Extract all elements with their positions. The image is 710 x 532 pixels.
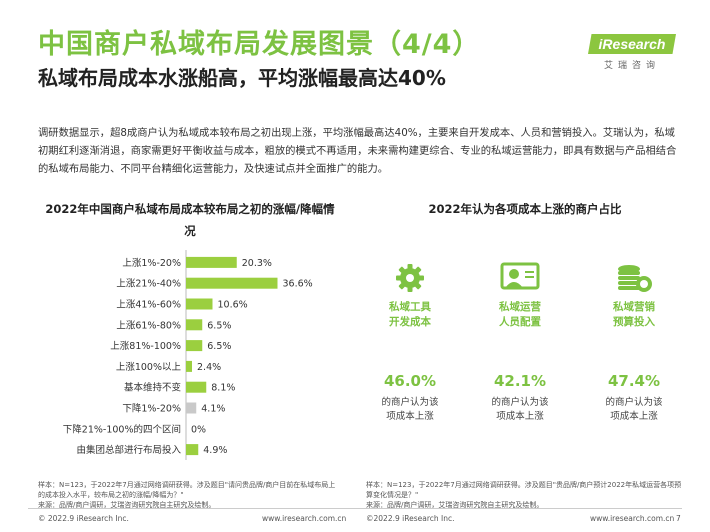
left-sample-note: 样本：N=123，于2022年7月通过网络调研获得。涉及题目"请问贵品牌/商户目… [38,481,336,509]
cost-item-label-2: 私域运营 人员配置 [499,301,541,328]
bar-value-label: 36.6% [283,279,313,290]
footer-url-right: www.iresearch.com.cn [590,514,675,523]
category-label: 下降1%-20% [122,403,181,415]
bar [186,319,203,331]
bar-value-label: 2.4% [197,362,221,373]
footer-copyright-right: ©2022.9 iResearch Inc. [366,514,455,523]
category-label: 上涨81%-100% [110,341,181,352]
cost-item-text-3: 的商户认为该 项成本上涨 [605,397,663,422]
category-label: 上涨21%-40% [116,279,181,290]
category-label: 上涨100%以上 [116,362,182,373]
operator-person-icon [498,262,542,306]
bar-value-label: 8.1% [211,383,235,394]
bar-value-label: 6.5% [207,320,231,331]
page-subtitle: 私域布局成本水涨船高，平均涨幅最高达40% [38,66,446,90]
cost-item-text-1: 的商户认为该 项成本上涨 [381,397,439,422]
category-label: 下降21%-100%的四个区间 [63,423,181,435]
cost-item-label-1: 私域工具 开发成本 [389,301,431,328]
bar [186,360,192,372]
category-label: 上涨41%-60% [116,300,181,311]
coins-stack-icon [612,262,656,306]
bar-value-label: 10.6% [218,300,248,311]
gear-icon [388,262,432,306]
category-label: 基本维持不变 [124,382,182,394]
bar-value-label: 4.1% [201,404,225,415]
footer-copyright-left: © 2022.9 iResearch Inc. [38,514,129,523]
cost-item-value-3: 47.4% [607,372,661,390]
bar-value-label: 0% [191,424,206,435]
category-label: 上涨61%-80% [116,320,181,331]
bar [186,298,213,310]
bar-value-label: 20.3% [242,258,272,269]
description-paragraph: 调研数据显示，超8成商户认为私域成本较布局之初出现上涨，平均涨幅最高达40%，主… [38,127,677,175]
cost-item-value-2: 42.1% [493,372,547,390]
bar [186,256,237,268]
bar [186,444,199,456]
logo-cn: 艾瑞咨询 [603,61,660,71]
category-label: 上涨1%-20% [122,258,181,269]
logo-text: iResearch [588,34,676,54]
page-title: 中国商户私域布局发展图景（4/4） [38,29,481,60]
bar [186,340,203,352]
cost-item-label-3: 私域营销 预算投入 [613,301,655,328]
cost-change-bar-chart: 上涨1%-20% 20.3% 上涨21%-40% 36.6% 上涨41%-60% 10.6… [63,250,313,460]
bar [186,381,207,393]
page-number: 7 [676,514,681,523]
cost-item-value-1: 46.0% [383,372,437,390]
cost-item-text-2: 的商户认为该 项成本上涨 [491,397,549,422]
category-label: 由集团总部进行布局投入 [76,444,181,456]
footer-url-left: www.iresearch.com.cn [262,514,347,523]
right-sample-note: 样本：N=123，于2022年7月通过网络调研获得。涉及题目"贵品牌/商户预计2… [366,481,682,509]
bar [186,277,278,289]
footer-divider [28,508,682,509]
bar [186,402,197,414]
left-chart-title: 2022年中国商户私域布局成本较布局之初的涨幅/降幅情况 [45,202,335,238]
bar-value-label: 6.5% [207,341,231,352]
right-chart-title: 2022年认为各项成本上涨的商户占比 [428,202,622,216]
iresearch-logo: iResearch 艾瑞咨询 [588,34,676,74]
bar-value-label: 4.9% [203,445,227,456]
